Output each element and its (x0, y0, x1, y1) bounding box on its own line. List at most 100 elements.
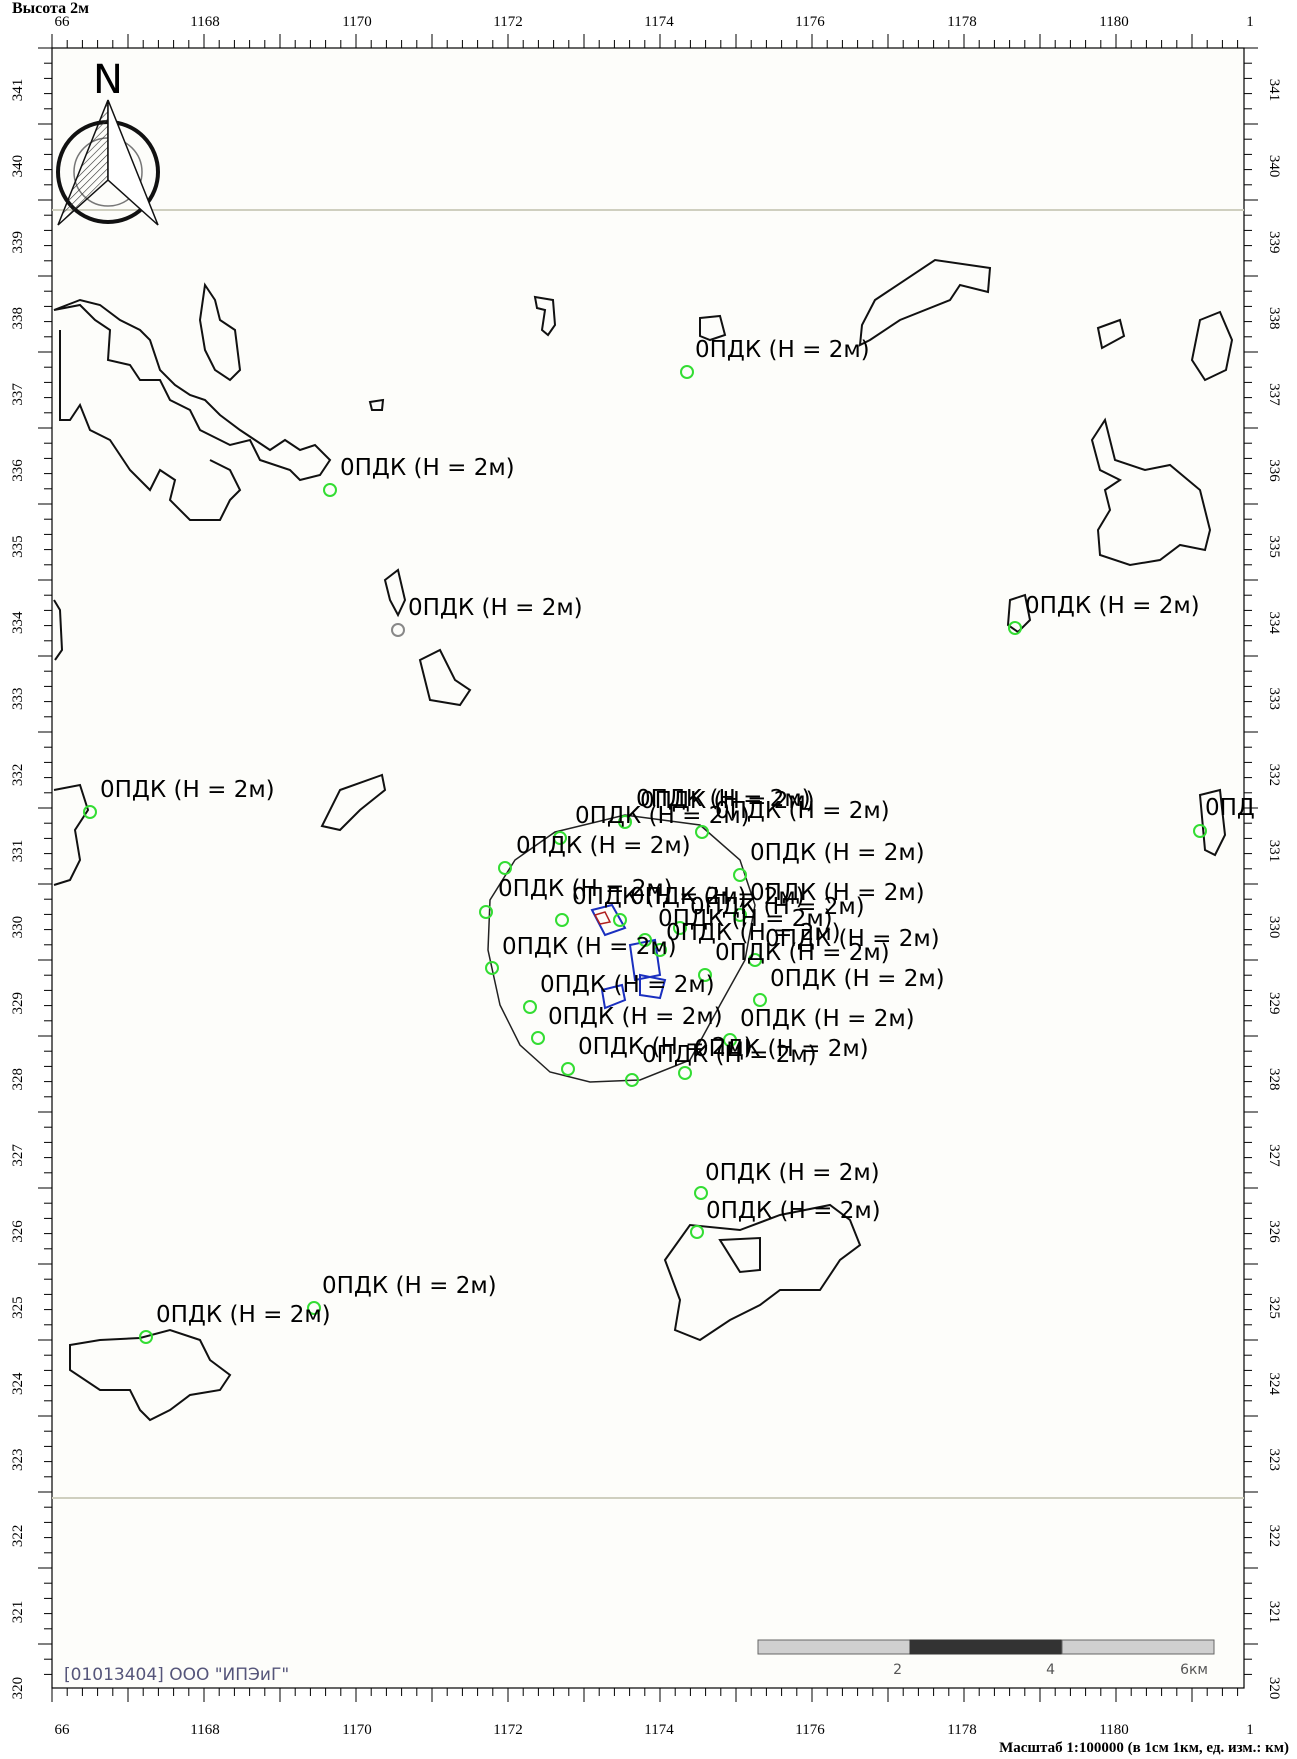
x-tick-bottom-7: 1180 (1099, 1722, 1128, 1738)
point-label: 0ПДК (H = 2м) (578, 1034, 753, 1060)
y-tick-right-14: 327 (1266, 1144, 1282, 1167)
point-label: 0ПДК (H = 2м) (690, 894, 865, 920)
point-label: 0ПДК (H = 2м) (502, 934, 677, 960)
observation-point (1193, 824, 1207, 838)
y-tick-left-21: 320 (10, 1677, 26, 1700)
point-label: 0ПДК (H = 2м) (575, 803, 750, 829)
observation-point (553, 831, 567, 845)
y-tick-right-4: 337 (1266, 383, 1282, 406)
settlement-ne1 (858, 258, 992, 347)
x-tick-top-4: 1174 (644, 14, 674, 30)
x-tick-bottom-6: 1178 (947, 1722, 976, 1738)
x-tick-top-8: 1 (1246, 14, 1254, 30)
y-tick-left-12: 329 (10, 992, 26, 1015)
point-label: 0ПДК (H = 2м) (715, 940, 890, 966)
observation-point (139, 1330, 153, 1344)
y-tick-right-19: 322 (1266, 1525, 1282, 1548)
settlement-n2 (699, 314, 727, 342)
point-label: 0ПДК (H = 2м) (636, 786, 811, 812)
point-label: 0ПДК (H = 2м) (705, 1160, 880, 1186)
y-tick-right-16: 325 (1266, 1296, 1282, 1319)
scale-seg-3 (1061, 1639, 1215, 1655)
x-tick-bottom-4: 1174 (644, 1722, 674, 1738)
point-label: 0ПДК (H = 2м) (630, 884, 805, 910)
y-tick-right-9: 332 (1266, 764, 1282, 787)
x-axis-labels: 66 66 1168 1168 1170 1170 1172 1172 1174 1174 1176… (55, 14, 1254, 1738)
scale-seg-2 (909, 1639, 1063, 1655)
settlement-e (1090, 417, 1212, 567)
y-tick-right-5: 336 (1266, 459, 1282, 482)
scale-label-4: 4 (1046, 1662, 1055, 1678)
settlement-c3 (320, 773, 387, 832)
scale-bar: 2 4 6км (757, 1639, 1215, 1678)
settlement-s (663, 1203, 862, 1342)
point-label: 0ПДК (H = 2м) (706, 1198, 881, 1224)
point-label: 0ПДК (H = 2м) (765, 926, 940, 952)
y-tick-left-3: 338 (10, 307, 26, 330)
source-red-1 (593, 911, 612, 925)
map-title: Высота 2м (12, 0, 90, 17)
settlement-outlines (53, 258, 1234, 1422)
zero-mpc-contour (487, 814, 756, 1083)
x-tick-top-6: 1178 (947, 14, 976, 30)
y-tick-right-10: 331 (1266, 840, 1282, 863)
y-tick-left-4: 337 (10, 383, 26, 406)
settlement-nw (53, 298, 332, 521)
settlement-c2 (418, 648, 472, 707)
observation-point (694, 1186, 708, 1200)
y-tick-right-2: 339 (1266, 231, 1282, 254)
y-tick-left-5: 336 (10, 459, 26, 482)
y-tick-left-14: 327 (10, 1144, 26, 1167)
point-label: 0ПДК (H = 2м) (642, 1042, 817, 1068)
observation-point (733, 908, 747, 922)
observation-point (618, 815, 632, 829)
settlement-c4 (368, 398, 385, 411)
point-label: 0ПДК (H = 2м) (340, 455, 515, 481)
point-label: 0ПДК (H = 2м) (770, 966, 945, 992)
y-tick-right-17: 324 (1266, 1372, 1282, 1395)
observation-point (1008, 621, 1022, 635)
point-label: 0ПДК (H = 2м) (640, 788, 815, 814)
point-label: 0ПДК (H = 2м) (408, 595, 583, 621)
point-label: 0ПДК (H = 2м) (694, 1036, 869, 1062)
y-tick-left-1: 340 (10, 155, 26, 178)
x-tick-top-7: 1180 (1099, 14, 1128, 30)
ruler-ticks (38, 34, 1258, 1702)
source-block-3 (600, 983, 627, 1010)
settlement-n1 (533, 295, 557, 337)
observation-point (485, 961, 499, 975)
emission-sources-red (593, 911, 612, 925)
y-tick-right-0: 341 (1266, 79, 1282, 102)
edge-label: 0ПД (1205, 795, 1255, 821)
y-tick-left-15: 326 (10, 1220, 26, 1243)
y-tick-right-8: 333 (1266, 688, 1282, 711)
y-tick-left-17: 324 (10, 1372, 26, 1395)
source-block-4 (639, 973, 667, 1000)
y-tick-left-10: 331 (10, 840, 26, 863)
y-tick-right-1: 340 (1266, 155, 1282, 178)
observation-point (733, 868, 747, 882)
observation-point (680, 365, 694, 379)
point-label: 0ПДК (H = 2м) (548, 1004, 723, 1030)
y-tick-left-20: 321 (10, 1601, 26, 1624)
observation-point (391, 623, 405, 637)
settlement-w (53, 783, 90, 886)
point-label: 0ПДК (H = 2м) (572, 884, 747, 910)
x-tick-top-0: 66 (55, 14, 71, 30)
y-tick-left-19: 322 (10, 1525, 26, 1548)
point-labels: 0ПДК (H = 2м)0ПДК (H = 2м)0ПДК (H = 2м) 0… (100, 337, 1200, 1328)
observation-point (653, 943, 667, 957)
observation-point (498, 861, 512, 875)
x-tick-bottom-2: 1170 (342, 1722, 371, 1738)
y-tick-right-15: 326 (1266, 1220, 1282, 1243)
scale-caption: Масштаб 1:100000 (в 1см 1км, ед. изм.: к… (999, 1740, 1289, 1756)
observation-point (555, 913, 569, 927)
x-tick-bottom-3: 1172 (493, 1722, 522, 1738)
north-arrow-right (107, 99, 159, 226)
y-tick-left-8: 333 (10, 688, 26, 711)
scale-label-6: 6км (1180, 1662, 1208, 1678)
y-axis-labels: 341 341 340 340 339 339 338 338 337 337 336 336 335 3… (10, 79, 1282, 1700)
y-tick-left-9: 332 (10, 764, 26, 787)
y-tick-left-2: 339 (10, 231, 26, 254)
